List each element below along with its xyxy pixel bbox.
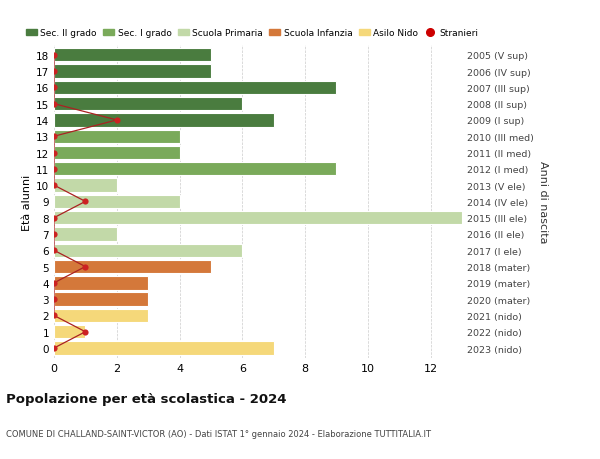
Legend: Sec. II grado, Sec. I grado, Scuola Primaria, Scuola Infanzia, Asilo Nido, Stran: Sec. II grado, Sec. I grado, Scuola Prim… bbox=[26, 29, 478, 38]
Point bbox=[49, 52, 59, 59]
Bar bbox=[54, 228, 117, 241]
Bar bbox=[54, 325, 85, 339]
Bar bbox=[54, 146, 179, 160]
Bar bbox=[54, 244, 242, 257]
Bar bbox=[54, 212, 462, 225]
Point bbox=[49, 280, 59, 287]
Point bbox=[49, 150, 59, 157]
Point bbox=[49, 133, 59, 140]
Point bbox=[49, 231, 59, 238]
Point bbox=[49, 68, 59, 76]
Bar bbox=[54, 65, 211, 78]
Point bbox=[80, 328, 90, 336]
Bar bbox=[54, 293, 148, 306]
Bar bbox=[54, 179, 117, 192]
Bar bbox=[54, 98, 242, 111]
Point bbox=[112, 117, 122, 124]
Point bbox=[49, 101, 59, 108]
Point bbox=[49, 166, 59, 173]
Bar bbox=[54, 195, 179, 209]
Text: Popolazione per età scolastica - 2024: Popolazione per età scolastica - 2024 bbox=[6, 392, 287, 405]
Bar bbox=[54, 163, 337, 176]
Bar bbox=[54, 341, 274, 355]
Point bbox=[49, 312, 59, 319]
Point bbox=[49, 296, 59, 303]
Bar bbox=[54, 260, 211, 274]
Bar bbox=[54, 114, 274, 127]
Point bbox=[49, 247, 59, 254]
Point bbox=[49, 182, 59, 190]
Bar bbox=[54, 130, 179, 144]
Bar bbox=[54, 82, 337, 95]
Point bbox=[49, 84, 59, 92]
Bar bbox=[54, 309, 148, 322]
Y-axis label: Anni di nascita: Anni di nascita bbox=[538, 161, 548, 243]
Bar bbox=[54, 49, 211, 62]
Bar bbox=[54, 277, 148, 290]
Y-axis label: Età alunni: Età alunni bbox=[22, 174, 32, 230]
Text: COMUNE DI CHALLAND-SAINT-VICTOR (AO) - Dati ISTAT 1° gennaio 2024 - Elaborazione: COMUNE DI CHALLAND-SAINT-VICTOR (AO) - D… bbox=[6, 429, 431, 438]
Point bbox=[80, 198, 90, 206]
Point bbox=[80, 263, 90, 271]
Point bbox=[49, 214, 59, 222]
Point bbox=[49, 345, 59, 352]
